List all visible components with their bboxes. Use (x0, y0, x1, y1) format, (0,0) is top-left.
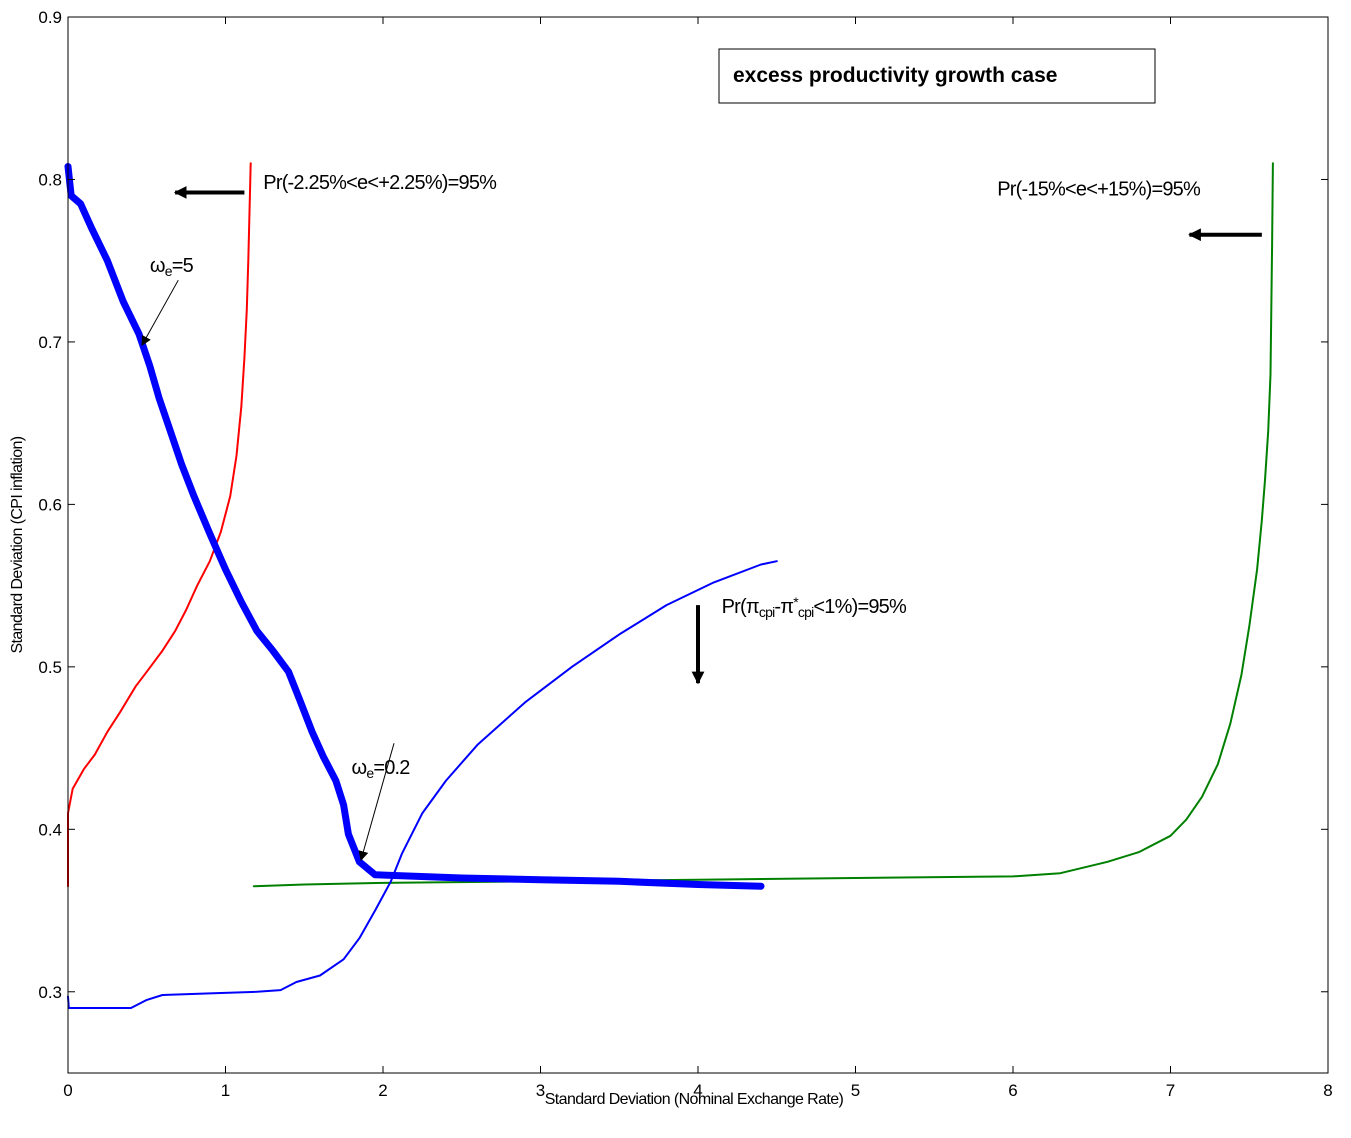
annotation-band-2-25: Pr(-2.25%<e<+2.25%)=95% (263, 172, 497, 194)
y-tick-label-0: 0.3 (38, 983, 62, 1002)
annotation-cpi-band: Pr(πcpi-π*cpi<1%)=95% (722, 595, 907, 621)
series-line-0 (67, 162, 252, 888)
y-tick-label-6: 0.9 (38, 8, 62, 27)
arrow-layer (141, 186, 1262, 862)
annotations: Pr(-2.25%<e<+2.25%)=95% Pr(-15%<e<+15%)=… (150, 172, 1202, 781)
x-tick-label-1: 1 (221, 1081, 230, 1100)
pi-symbol: π (746, 596, 759, 618)
y-tick-label-4: 0.7 (38, 333, 62, 352)
annotation-omega-0-2: ωe=0.2 (352, 757, 411, 781)
y-tick-label-2: 0.5 (38, 658, 62, 677)
annotation-band-15: Pr(-15%<e<+15%)=95% (997, 179, 1201, 201)
legend-box: excess productivity growth case (718, 48, 1156, 104)
plot-frame (67, 16, 1329, 1074)
annotation-arrow-3 (141, 279, 179, 347)
omega-value: =0.2 (373, 757, 410, 779)
omega-symbol: ω (352, 757, 367, 779)
x-tick-label-7: 7 (1166, 1081, 1175, 1100)
x-tick-label-8: 8 (1323, 1081, 1332, 1100)
cpi-star-subscript: cpi (798, 604, 814, 620)
pr-close: <1%)=95% (813, 596, 907, 618)
y-tick-label-1: 0.4 (38, 820, 62, 839)
omega-subscript: e (165, 263, 173, 279)
omega-value: =5 (172, 255, 194, 277)
x-axis-title: Standard Deviation (Nominal Exchange Rat… (545, 1091, 844, 1108)
omega-symbol: ω (150, 255, 165, 277)
omega-subscript: e (366, 765, 374, 781)
x-tick-label-6: 6 (1008, 1081, 1017, 1100)
annotation-omega-5: ωe=5 (150, 255, 194, 279)
minus-sign: - (774, 596, 780, 618)
annotation-arrow-4 (358, 743, 395, 862)
series-line-3 (64, 163, 765, 890)
star-superscript: * (793, 595, 799, 611)
cpi-subscript: cpi (759, 604, 775, 620)
y-axis-title: Standard Deviation (CPI inflation) (9, 436, 26, 653)
x-tick-label-3: 3 (536, 1081, 545, 1100)
x-tick-label-2: 2 (378, 1081, 387, 1100)
legend-box-text: excess productivity growth case (733, 64, 1057, 87)
x-tick-label-0: 0 (63, 1081, 72, 1100)
series-layer (64, 162, 1274, 1009)
pr-open: Pr( (722, 596, 747, 618)
y-tick-label-5: 0.8 (38, 170, 62, 189)
x-tick-label-5: 5 (851, 1081, 860, 1100)
ticks-layer: 0 1 2 3 4 5 6 7 8 0.3 0.4 0.5 0.6 0.7 0.8 0.9 (38, 8, 1332, 1100)
series-line-1 (252, 162, 1274, 888)
y-tick-label-3: 0.6 (38, 495, 62, 514)
x-tick-label-4: 4 (693, 1081, 702, 1100)
series-line-2 (67, 560, 778, 1009)
legend-box-frame (718, 48, 1156, 104)
pi-star-symbol: π (780, 596, 793, 618)
